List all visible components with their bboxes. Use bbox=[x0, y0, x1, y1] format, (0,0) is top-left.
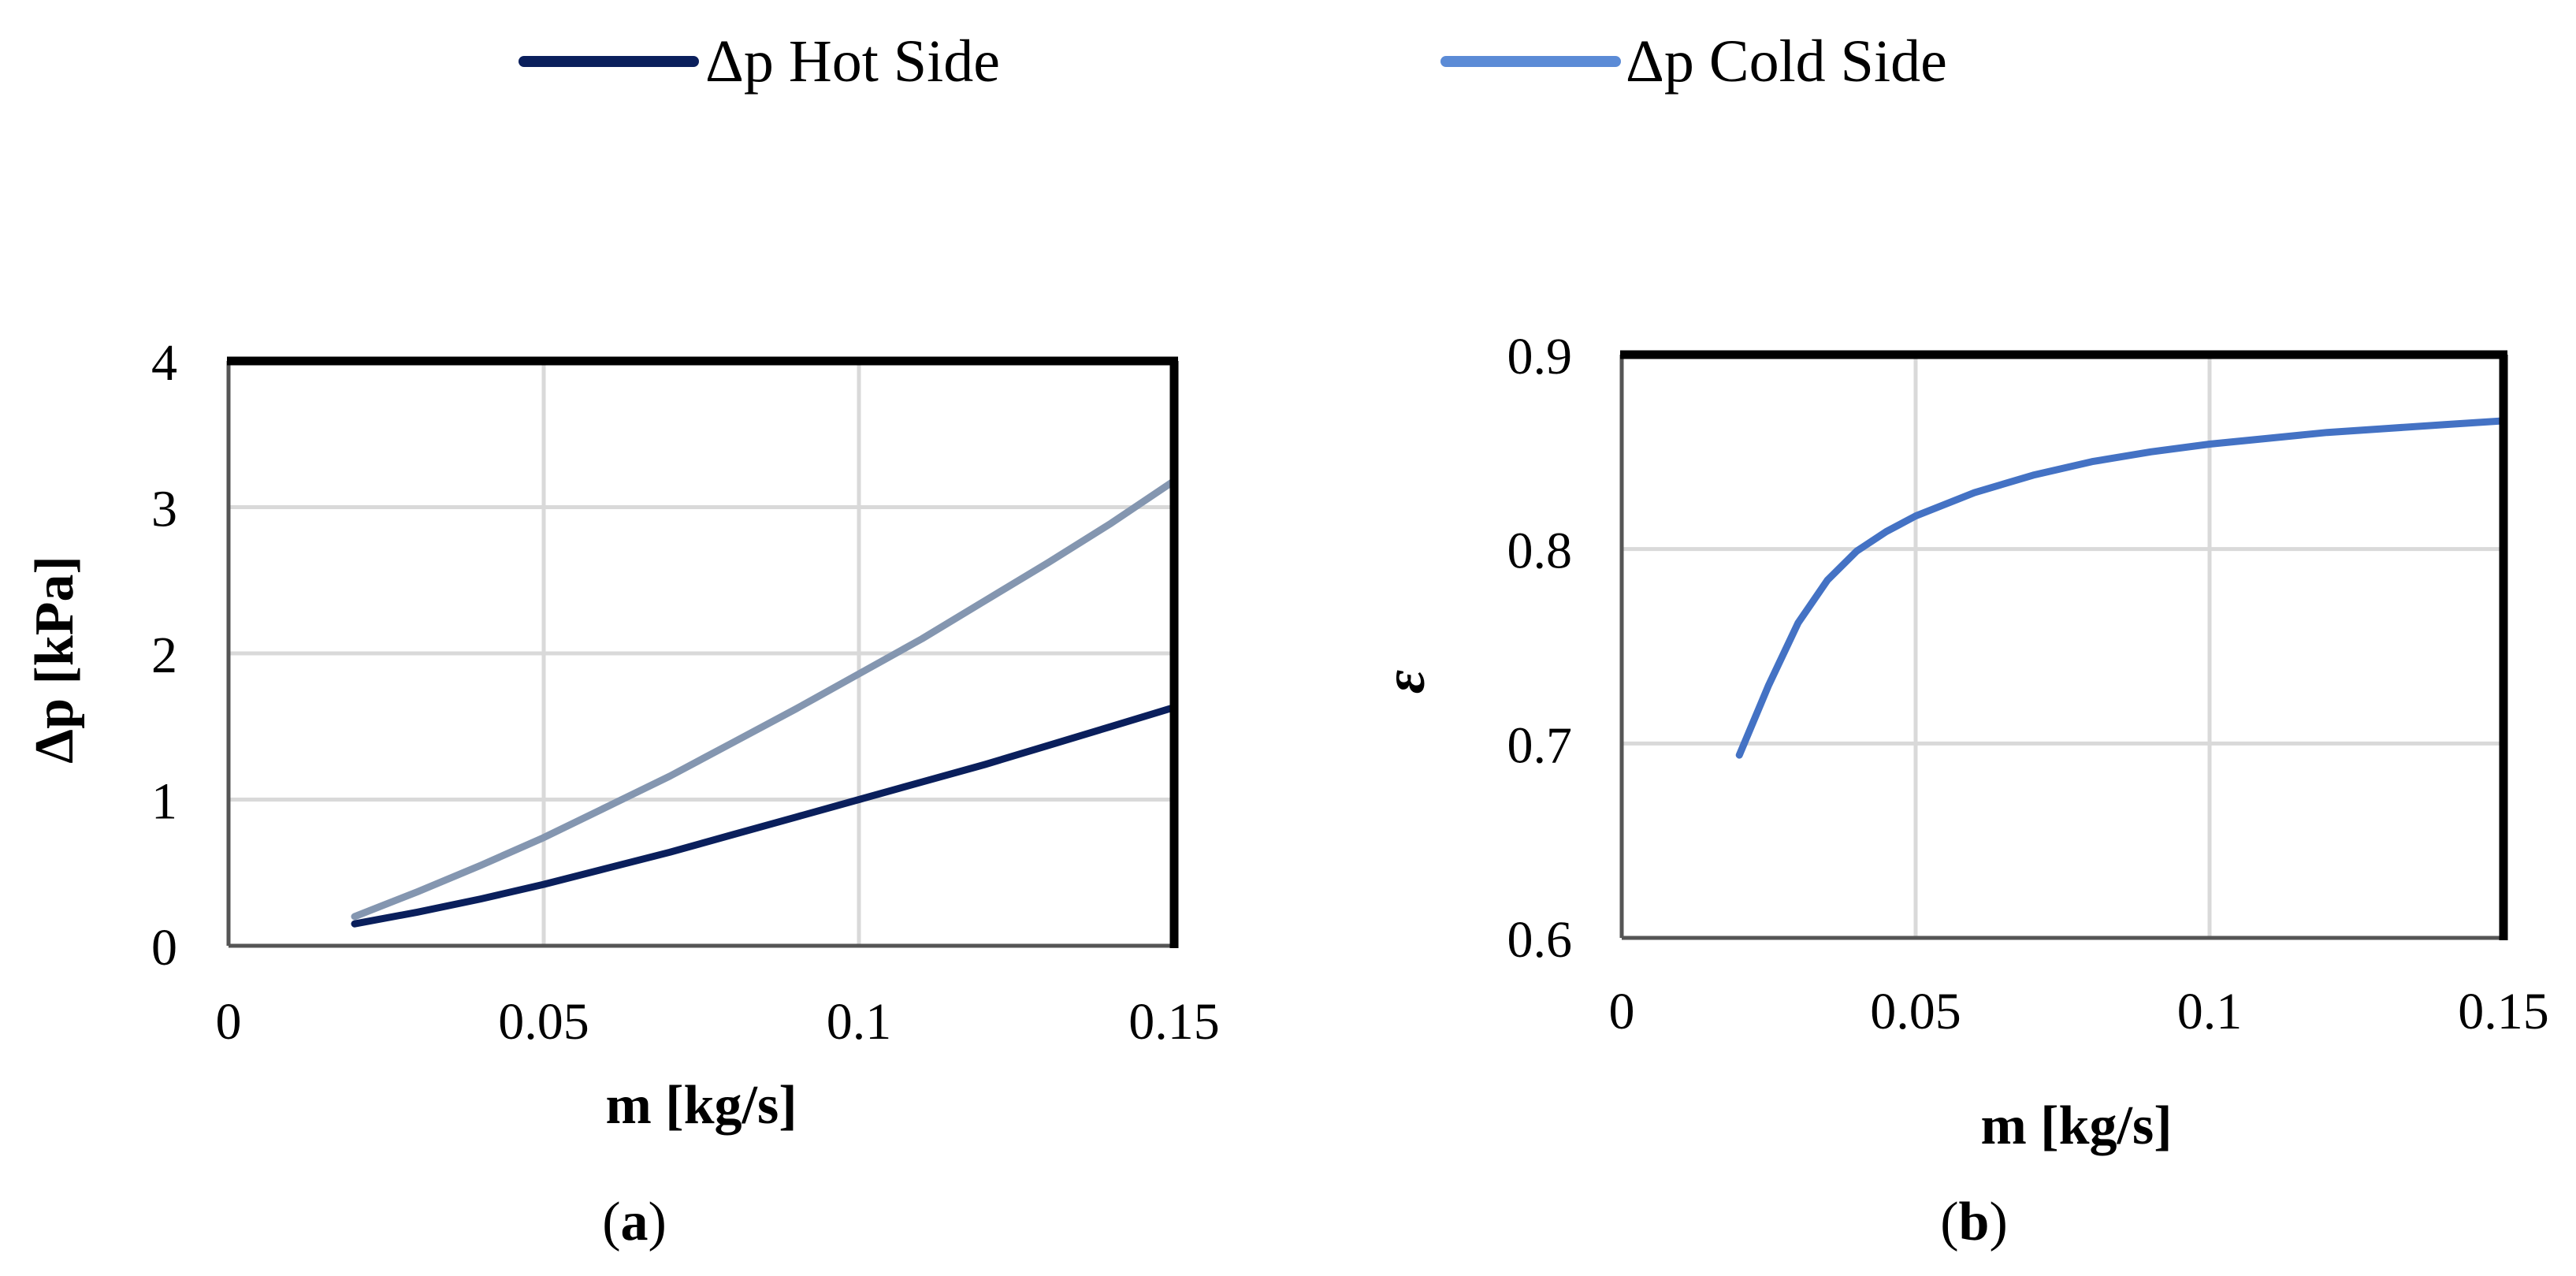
series-group-a bbox=[351, 477, 1178, 928]
x-axis-label-b: m [kg/s] bbox=[1980, 1096, 2172, 1156]
panel-label-a: a bbox=[621, 1192, 649, 1252]
x-tick-label-a-3: 0.15 bbox=[1128, 993, 1220, 1051]
legend: Δp Hot Side Δp Cold Side bbox=[519, 28, 1947, 95]
y-tick-label-a-2: 2 bbox=[151, 627, 177, 684]
y-tick-label-a-1: 1 bbox=[151, 773, 177, 831]
panel-caption-a: (a) bbox=[602, 1192, 667, 1252]
y-tick-label-b-1: 0.7 bbox=[1507, 716, 1573, 774]
y-tick-label-a-3: 3 bbox=[151, 481, 177, 538]
y-axis-label-a: Δp [kPa] bbox=[24, 556, 85, 764]
tick-labels-b: 0.6 0.7 0.8 0.9 0 0.05 0.1 0.15 bbox=[1507, 328, 2549, 1040]
grid-a bbox=[229, 361, 1174, 946]
series-line-a-1 bbox=[351, 477, 1178, 921]
series-group-b bbox=[1735, 417, 2507, 759]
chart-panel-b: 0.6 0.7 0.8 0.9 0 0.05 0.1 0.15 m [kg/s] ε (b) bbox=[1373, 328, 2549, 1252]
plot-frame-b bbox=[1619, 350, 2508, 940]
x-tick-label-a-0: 0 bbox=[216, 993, 242, 1051]
x-axis-label-a: m [kg/s] bbox=[605, 1075, 797, 1136]
legend-label-hot: Δp Hot Side bbox=[705, 28, 1000, 95]
y-tick-label-b-0: 0.6 bbox=[1507, 911, 1573, 969]
x-tick-label-b-2: 0.1 bbox=[2177, 983, 2243, 1040]
y-tick-label-b-2: 0.8 bbox=[1507, 523, 1573, 580]
x-tick-label-a-2: 0.1 bbox=[827, 993, 892, 1051]
x-tick-label-b-0: 0 bbox=[1609, 983, 1635, 1040]
y-tick-label-b-3: 0.9 bbox=[1507, 328, 1573, 385]
x-tick-label-a-1: 0.05 bbox=[498, 993, 589, 1051]
series-line-b-0 bbox=[1735, 417, 2507, 759]
x-tick-label-b-1: 0.05 bbox=[1870, 983, 1961, 1040]
grid-b bbox=[1622, 355, 2504, 938]
x-tick-label-b-3: 0.15 bbox=[2458, 983, 2549, 1040]
plot-frame-a bbox=[226, 356, 1179, 948]
y-tick-label-a-0: 0 bbox=[151, 919, 177, 977]
y-tick-label-a-4: 4 bbox=[151, 334, 177, 392]
panel-caption-b: (b) bbox=[1940, 1192, 2008, 1252]
legend-label-cold: Δp Cold Side bbox=[1626, 28, 1947, 95]
panel-label-b: b bbox=[1959, 1192, 1990, 1252]
series-line-a-0 bbox=[351, 704, 1178, 928]
plot-area-b bbox=[1622, 355, 2504, 938]
tick-labels-a: 0 1 2 3 4 0 0.05 0.1 0.15 bbox=[151, 334, 1220, 1051]
chart-panel-a: 0 1 2 3 4 0 0.05 0.1 0.15 m [kg/s] Δp [kPa] (a) bbox=[24, 334, 1220, 1252]
y-axis-label-b: ε bbox=[1373, 670, 1437, 694]
